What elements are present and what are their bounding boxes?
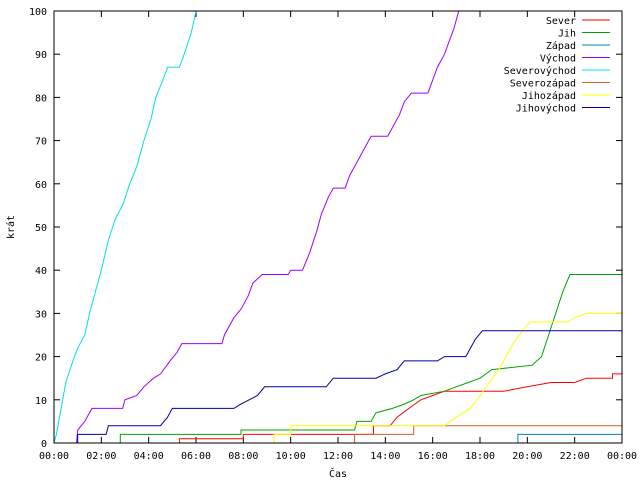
y-tick-label: 100 [29,7,47,18]
axis-ticks: 00:00 02:00 04:00 06:00 08:00 10:00 12:00 14:00… [29,7,637,462]
x-tick-label: 10:00 [276,451,306,462]
y-tick-label: 70 [35,137,47,148]
x-tick-label: 02:00 [86,451,116,462]
legend-label: Východ [540,53,576,65]
x-tick-label: 18:00 [465,451,495,462]
legend-label: Jihovýchod [516,103,576,115]
legend-label: Jih [558,29,576,40]
y-tick-label: 0 [41,439,47,450]
x-tick-label: 20:00 [512,451,542,462]
series-line-1 [54,274,622,444]
x-tick-label: 22:00 [560,451,590,462]
x-tick-label: 16:00 [418,451,448,462]
series-line-4 [53,10,197,444]
series-line-7 [54,330,622,444]
legend-label: Severozápad [510,78,576,90]
plot-frame [53,10,623,444]
y-tick-label: 40 [35,266,47,277]
x-axis-label: Čas [329,467,347,480]
y-tick-label: 90 [35,50,47,61]
y-tick-label: 50 [35,223,47,234]
y-tick-label: 80 [35,93,47,104]
y-tick-label: 60 [35,180,47,191]
x-tick-label: 04:00 [134,451,164,462]
legend-label: Severovýchod [504,65,576,77]
x-tick-label: 14:00 [370,451,400,462]
x-tick-label: 00:00 [39,451,69,462]
series-line-0 [54,373,622,444]
legend-label: Jihozápad [522,90,576,102]
y-axis-label: krát [5,215,17,239]
x-tick-label: 08:00 [228,451,258,462]
y-tick-label: 10 [35,396,47,407]
y-tick-label: 30 [35,309,47,320]
series-line-6 [54,312,622,444]
y-tick-label: 20 [35,353,47,364]
legend-label: Západ [546,40,576,52]
x-tick-label: 12:00 [323,451,353,462]
x-tick-label: 00:00 [607,451,637,462]
legend: Sever JihZápadVýchodSeverovýchodSeverozáp… [504,16,610,115]
legend-label: Sever [546,16,576,27]
x-tick-label: 06:00 [181,451,211,462]
series-line-3 [54,10,460,444]
